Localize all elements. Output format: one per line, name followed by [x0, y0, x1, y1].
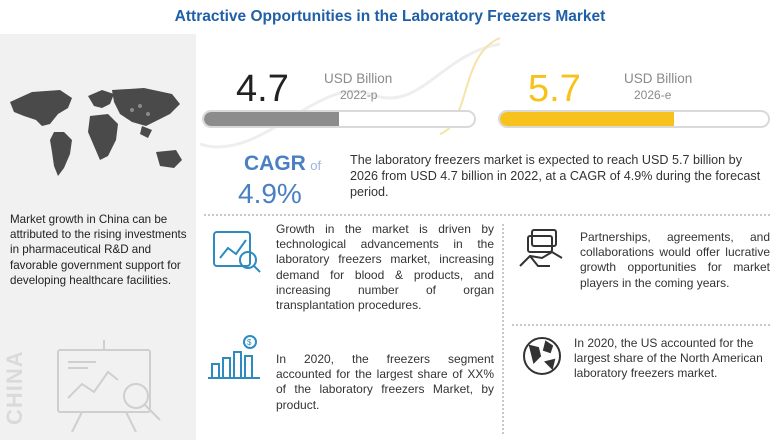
- svg-text:$: $: [247, 338, 252, 347]
- cagr-label: CAGR: [244, 152, 306, 175]
- market-2022-bar: [202, 110, 476, 128]
- cagr-heading: CAGR of: [244, 152, 321, 176]
- market-2026-unit: USD Billion: [624, 71, 693, 86]
- page-title: Attractive Opportunities in the Laborato…: [174, 8, 606, 25]
- cagr-of: of: [310, 158, 322, 173]
- market-2026-year: 2026-e: [634, 88, 672, 102]
- growth-chart-icon: [213, 231, 261, 273]
- market-2022-bar-fill: [204, 112, 339, 126]
- insight-partnership-text: Partnerships, agreements, and collaborat…: [580, 230, 770, 290]
- cagr-description: The laboratory freezers market is expect…: [350, 153, 761, 200]
- insight-growth-text: Growth in the market is driven by techno…: [276, 222, 494, 313]
- globe-icon: [523, 337, 561, 375]
- region-label: CHINA: [2, 350, 27, 425]
- separator-horizontal: [204, 214, 770, 216]
- world-map-icon: [10, 88, 182, 176]
- china-growth-text: Market growth in China can be attributed…: [10, 213, 187, 287]
- analytics-board-icon: [57, 340, 161, 433]
- insight-revenue-text: In 2020, the freezers segment accounted …: [276, 352, 494, 412]
- cagr-value: 4.9%: [238, 178, 302, 209]
- insight-us-text: In 2020, the US accounted for the larges…: [574, 336, 763, 381]
- handshake-icon: [519, 229, 563, 267]
- separator-horizontal-right: [512, 324, 770, 326]
- market-2026-bar: [498, 110, 770, 128]
- revenue-bar-icon: $: [208, 335, 260, 379]
- market-2022-year: 2022-p: [340, 88, 378, 102]
- separator-vertical: [502, 224, 504, 434]
- market-2026-value: 5.7: [528, 68, 581, 110]
- market-2022-value: 4.7: [236, 68, 289, 110]
- market-2022-unit: USD Billion: [324, 71, 393, 86]
- decorative-curve: [200, 37, 501, 149]
- market-2026-bar-fill: [500, 112, 675, 126]
